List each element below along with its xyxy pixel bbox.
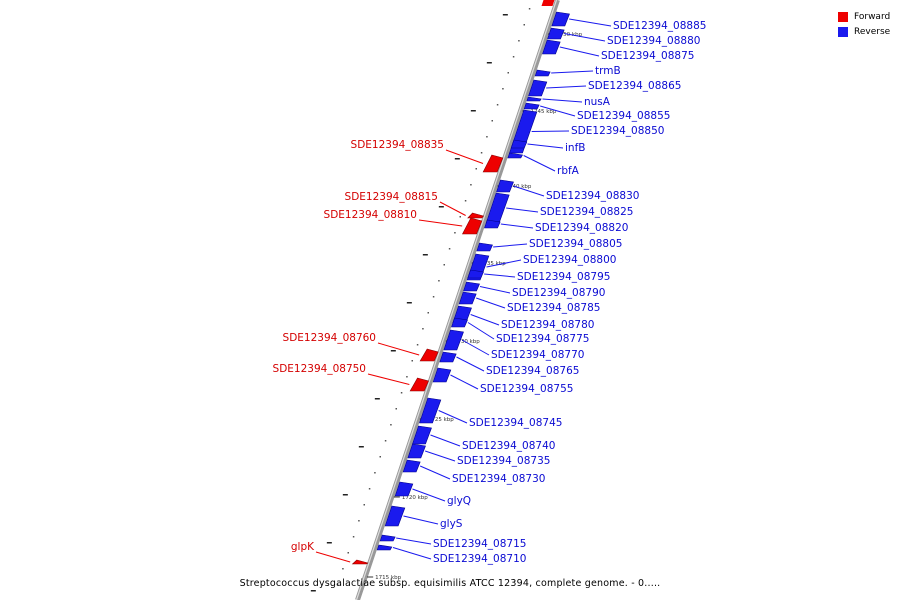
reverse-gene-label[interactable]: SDE12394_08830 xyxy=(546,190,639,202)
forward-gene-block[interactable] xyxy=(409,377,429,392)
reverse-gene-label[interactable]: SDE12394_08805 xyxy=(529,238,622,250)
reverse-gene-label[interactable]: SDE12394_08780 xyxy=(501,319,594,331)
reverse-gene-label[interactable]: SDE12394_08735 xyxy=(457,455,550,467)
reverse-gene-block[interactable] xyxy=(484,219,501,229)
reverse-gene-label[interactable]: SDE12394_08710 xyxy=(433,553,526,565)
legend-item-reverse: Reverse xyxy=(838,24,890,39)
forward-gene-label[interactable]: SDE12394_08810 xyxy=(324,209,417,221)
dotted-guides xyxy=(310,8,531,592)
reverse-gene-label[interactable]: SDE12394_08770 xyxy=(491,349,584,361)
reverse-gene-block[interactable] xyxy=(476,242,493,252)
reverse-gene-block[interactable] xyxy=(458,291,477,305)
reverse-gene-block[interactable] xyxy=(463,281,480,292)
reverse-gene-label[interactable]: SDE12394_08755 xyxy=(480,383,573,395)
reverse-gene-block[interactable] xyxy=(510,139,528,149)
reverse-gene-label[interactable]: SDE12394_08795 xyxy=(517,271,610,283)
reverse-gene-block[interactable] xyxy=(534,69,551,77)
reverse-gene-block[interactable] xyxy=(528,79,548,97)
forward-gene-label[interactable]: glpK xyxy=(291,541,315,553)
reverse-swatch-icon xyxy=(838,26,848,37)
forward-gene-label[interactable]: SDE12394_08750 xyxy=(273,363,366,375)
forward-gene-label[interactable]: SDE12394_08835 xyxy=(351,139,444,151)
reverse-gene-label[interactable]: SDE12394_08775 xyxy=(496,333,589,345)
reverse-gene-block[interactable] xyxy=(379,534,396,542)
reverse-gene-block[interactable] xyxy=(496,179,514,193)
reverse-gene-label[interactable]: SDE12394_08785 xyxy=(507,302,600,314)
reverse-gene-label[interactable]: SDE12394_08885 xyxy=(613,20,706,32)
reverse-gene-block[interactable] xyxy=(439,351,457,363)
reverse-gene-block[interactable] xyxy=(407,443,426,459)
forward-gene-block[interactable] xyxy=(419,348,439,362)
forward-gene-block[interactable] xyxy=(482,154,504,173)
reverse-gene-label[interactable]: glyS xyxy=(440,518,463,530)
forward-genes: SDE12394_08835 SDE12394_08815 SDE12394_088… xyxy=(273,0,555,565)
reverse-gene-label[interactable]: SDE12394_08865 xyxy=(588,80,681,92)
reverse-gene-label[interactable]: SDE12394_08855 xyxy=(577,110,670,122)
reverse-gene-label[interactable]: SDE12394_08745 xyxy=(469,417,562,429)
reverse-gene-block[interactable] xyxy=(443,329,464,351)
forward-gene-block[interactable] xyxy=(351,559,369,565)
reverse-gene-block[interactable] xyxy=(526,96,542,102)
reverse-gene-label[interactable]: SDE12394_08730 xyxy=(452,473,545,485)
genome-title: Streptococcus dysgalactiae subsp. equisi… xyxy=(239,578,661,589)
reverse-gene-block[interactable] xyxy=(402,459,421,473)
reverse-genes: SDE12394_08885 SDE12394_08880 SDE12394_088… xyxy=(376,11,706,565)
scale-tick-label: 1735 kbp xyxy=(480,261,506,267)
reverse-gene-label[interactable]: infB xyxy=(565,142,585,154)
reverse-gene-label[interactable]: rbfA xyxy=(557,165,580,177)
scale-tick-label: 1715 kbp xyxy=(375,575,401,581)
legend-item-forward: Forward xyxy=(838,9,890,24)
reverse-gene-block[interactable] xyxy=(419,397,442,424)
scale-tick-label: 1750 kbp xyxy=(556,32,582,38)
scale-tick-label: 1725 kbp xyxy=(428,417,454,423)
reverse-gene-label[interactable]: SDE12394_08800 xyxy=(523,254,616,266)
forward-gene-block[interactable] xyxy=(541,0,555,6)
reverse-gene-block[interactable] xyxy=(507,152,523,159)
reverse-gene-label[interactable]: SDE12394_08740 xyxy=(462,440,555,452)
genome-backbone xyxy=(355,0,560,600)
reverse-gene-block[interactable] xyxy=(467,269,484,279)
scale-tick-label: 1745 kbp xyxy=(531,109,557,115)
forward-swatch-icon xyxy=(838,11,848,22)
reverse-gene-block[interactable] xyxy=(432,367,452,383)
reverse-gene-label[interactable]: SDE12394_08790 xyxy=(512,287,605,299)
legend-label-reverse: Reverse xyxy=(854,26,891,37)
reverse-gene-block[interactable] xyxy=(551,11,570,27)
legend-label-forward: Forward xyxy=(854,11,891,22)
reverse-gene-block[interactable] xyxy=(384,505,406,527)
reverse-gene-label[interactable]: SDE12394_08875 xyxy=(601,50,694,62)
legend: Forward Reverse xyxy=(838,9,890,39)
reverse-gene-label[interactable]: SDE12394_08850 xyxy=(571,125,664,137)
reverse-gene-label[interactable]: SDE12394_08880 xyxy=(607,35,700,47)
reverse-gene-label[interactable]: glyQ xyxy=(447,495,471,507)
reverse-gene-block[interactable] xyxy=(542,39,561,55)
reverse-gene-label[interactable]: nusA xyxy=(584,96,611,108)
forward-gene-label[interactable]: SDE12394_08760 xyxy=(283,332,376,344)
reverse-gene-label[interactable]: trmB xyxy=(595,65,621,77)
reverse-gene-label[interactable]: SDE12394_08715 xyxy=(433,538,526,550)
reverse-gene-label[interactable]: SDE12394_08825 xyxy=(540,206,633,218)
scale-tick-label: 1730 kbp xyxy=(454,339,480,345)
reverse-gene-label[interactable]: SDE12394_08820 xyxy=(535,222,628,234)
reverse-gene-block[interactable] xyxy=(376,544,393,551)
forward-gene-label[interactable]: SDE12394_08815 xyxy=(345,191,438,203)
reverse-gene-block[interactable] xyxy=(451,317,468,328)
reverse-gene-label[interactable]: SDE12394_08765 xyxy=(486,365,579,377)
scale-tick-label: 1720 kbp xyxy=(402,495,428,501)
reverse-gene-block[interactable] xyxy=(547,27,565,40)
reverse-gene-block[interactable] xyxy=(523,102,540,110)
reverse-gene-block[interactable] xyxy=(394,481,414,497)
forward-gene-block[interactable] xyxy=(467,212,485,219)
forward-gene-block[interactable] xyxy=(462,217,483,235)
reverse-gene-block[interactable] xyxy=(412,425,432,445)
scale-tick-label: 1740 kbp xyxy=(506,184,532,190)
